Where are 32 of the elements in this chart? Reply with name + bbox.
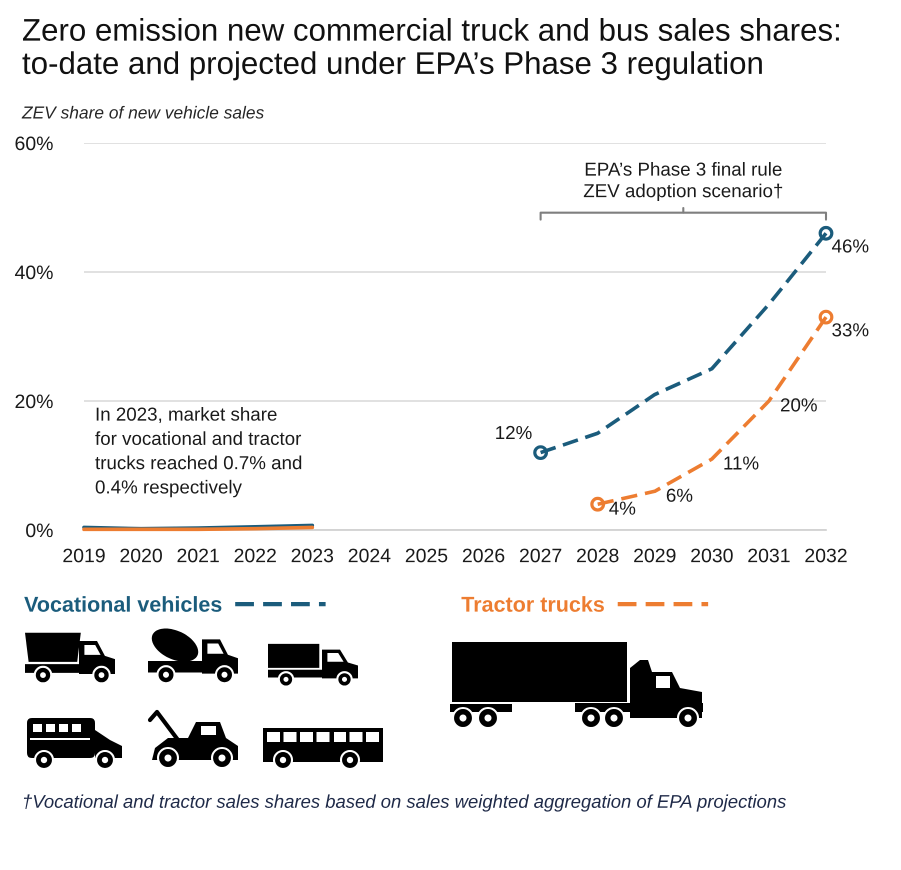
annotation: EPA’s Phase 3 final rule ZEV adoption scenario†: [584, 162, 782, 202]
data-label: 33%: [832, 323, 868, 336]
data-label: 4%: [609, 502, 636, 515]
text: †Vocational and tractor sales shares based on sales weighted aggregation of EPA projections: [24, 794, 786, 812]
legend-label: Vocational vehicles: [24, 596, 222, 612]
x-tick-label: 2021: [178, 548, 219, 562]
x-tick-label: 2029: [634, 548, 676, 562]
x-tick-label: 2028: [577, 548, 618, 562]
chart-title: Zero emission new commercial truck and bus sales shares: to-date and projected under EPA’s Phase 3 regulation: [22, 18, 839, 80]
data-label: 12%: [496, 426, 532, 440]
y-tick-label: 20%: [16, 394, 53, 408]
y-tick-label: 60%: [16, 136, 53, 150]
x-tick-label: 2031: [748, 548, 790, 562]
data-label: 46%: [832, 239, 868, 253]
x-tick-label: 2023: [292, 548, 334, 562]
data-label: 20%: [780, 398, 817, 412]
y-tick-label: 40%: [14, 265, 53, 280]
data-label: 11%: [724, 456, 758, 470]
x-tick-label: 2022: [234, 548, 276, 562]
legend-label: Tractor trucks: [461, 596, 604, 612]
x-tick-label: 2026: [462, 548, 504, 562]
x-tick-label: 2020: [120, 548, 162, 562]
x-tick-label: 2030: [691, 548, 733, 562]
y-tick-label: 0%: [26, 523, 53, 538]
x-tick-label: 2019: [63, 548, 105, 562]
x-tick-label: 2024: [348, 548, 390, 562]
x-tick-label: 2032: [805, 548, 847, 562]
data-label: 6%: [666, 488, 692, 502]
x-tick-label: 2027: [520, 548, 562, 562]
annotation: In 2023, market share for vocational and tractor trucks reached 0.7% and 0.4% respectively: [95, 407, 302, 498]
x-tick-label: 2025: [406, 548, 448, 562]
y-axis-title: ZEV share of new vehicle sales: [22, 106, 264, 119]
